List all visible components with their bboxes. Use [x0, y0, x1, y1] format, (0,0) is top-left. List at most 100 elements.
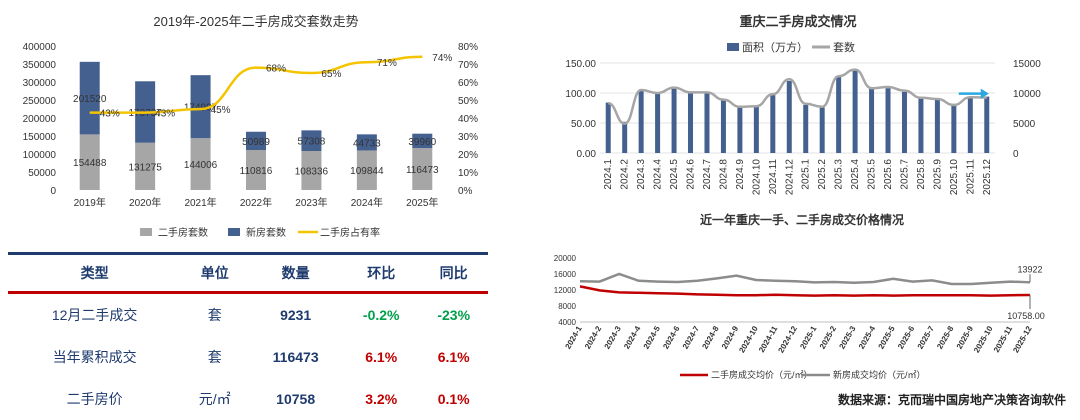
legend-label: 二手房套数: [158, 226, 208, 239]
data-label-resale: 154488: [73, 158, 107, 169]
row-qty: 9231: [280, 307, 312, 323]
y-tick-label: 0.00: [577, 149, 597, 160]
bar-area: [720, 100, 726, 153]
y-tick-label: 50000: [28, 168, 56, 179]
legend-label: 新房套数: [246, 226, 286, 239]
header-mom: 环比: [367, 265, 396, 281]
data-source-note: 数据来源：克而瑞中国房地产决策咨询软件: [837, 393, 1066, 407]
data-label-resale: 108336: [295, 166, 329, 177]
x-tick-label: 2024-6: [661, 324, 682, 351]
row-yoy: -23%: [437, 307, 471, 323]
bar-new: [79, 61, 100, 135]
series-line-share: [89, 55, 423, 114]
x-tick-label: 2024.10: [751, 159, 762, 196]
y-tick-label: 100.00: [565, 89, 596, 100]
legend-swatch: [140, 228, 152, 236]
x-tick-label: 2025.9: [932, 159, 943, 190]
y-tick-label: 300000: [23, 78, 57, 89]
bar-resale: [412, 148, 433, 190]
row-unit: 套: [207, 349, 222, 365]
x-tick-label: 2025-7: [916, 324, 937, 351]
bar-new: [301, 130, 322, 151]
y2-tick-label: 70%: [458, 60, 478, 71]
x-tick-label: 2025-9: [955, 324, 976, 351]
bar-area: [786, 81, 792, 153]
bar-area: [819, 107, 825, 153]
bar-area: [605, 102, 611, 153]
x-tick-label: 2025.7: [899, 159, 910, 190]
data-label-share: 74%: [432, 53, 452, 64]
legend-label: 新房成交均价（元/㎡）: [833, 369, 926, 380]
legend-label: 二手房成交均价（元/㎡）: [711, 369, 813, 380]
bar-area: [803, 105, 809, 153]
legend-swatch: [228, 228, 240, 236]
bar-new: [412, 133, 433, 149]
header-unit: 单位: [200, 265, 229, 281]
x-tick-label: 2024-8: [700, 324, 721, 351]
x-tick-label: 2024-3: [603, 324, 624, 351]
x-tick-label: 2025-3: [837, 324, 858, 351]
bar-new: [190, 75, 211, 139]
x-tick-label: 2024-12: [776, 324, 799, 354]
y-tick-label: 400000: [23, 42, 57, 53]
table-row: 12月二手成交 套 9231 -0.2% -23%: [8, 293, 488, 337]
series-line-resale-price: [579, 285, 1031, 297]
x-tick-label: 2025-8: [935, 324, 956, 351]
data-label-new: 39960: [408, 137, 436, 148]
row-type: 12月二手成交: [51, 307, 138, 323]
x-tick-label: 2025-4: [857, 324, 878, 351]
bar-resale: [135, 142, 156, 190]
y-tick-label: 8000: [558, 302, 576, 311]
bar-area: [704, 91, 710, 153]
x-tick-label: 2019年: [74, 196, 106, 209]
row-mom: 3.2%: [365, 391, 398, 407]
bar-area: [836, 76, 842, 153]
row-qty: 10758: [276, 391, 316, 407]
y2-tick-label: 60%: [458, 78, 478, 89]
legend-swatch: [727, 43, 739, 51]
data-label-new: 201520: [73, 94, 107, 105]
x-tick-label: 2024-2: [583, 324, 604, 351]
bar-area: [770, 94, 776, 153]
x-tick-label: 2024.2: [620, 159, 631, 190]
x-tick-label: 2024年: [351, 196, 383, 209]
legend-label: 面积（万方）: [742, 40, 808, 54]
data-label-new: 44733: [353, 138, 381, 149]
bar-area: [869, 88, 875, 153]
y-tick-label: 0: [50, 186, 56, 197]
series-line-new-price: [579, 272, 1031, 286]
x-tick-label: 2020年: [129, 196, 161, 209]
x-tick-label: 2025.1: [801, 159, 812, 190]
x-tick-label: 2024.6: [686, 159, 697, 190]
bar-area: [852, 70, 858, 153]
data-label-resale: 131275: [128, 162, 162, 173]
y-tick-label: 200000: [23, 114, 57, 125]
y2-tick-label: 5000: [1013, 119, 1036, 130]
bar-area: [622, 121, 628, 153]
x-tick-label: 2025.3: [834, 159, 845, 190]
y2-tick-label: 15000: [1013, 59, 1041, 70]
y2-tick-label: 80%: [458, 42, 478, 53]
data-label-share: 68%: [266, 64, 286, 75]
x-tick-label: 2025-1: [798, 324, 819, 351]
x-tick-label: 2024-4: [622, 324, 643, 351]
x-tick-label: 2024.8: [718, 159, 729, 190]
y2-tick-label: 40%: [458, 114, 478, 125]
data-label-resale: 109844: [350, 166, 384, 177]
y-tick-label: 350000: [23, 60, 57, 71]
bar-resale: [356, 150, 377, 190]
end-label-new: 13922: [1017, 264, 1042, 274]
chart-title: 近一年重庆一手、二手房成交价格情况: [700, 212, 904, 227]
x-tick-label: 2025-12: [1011, 324, 1034, 354]
row-mom: 6.1%: [365, 349, 398, 365]
y2-tick-label: 0: [1013, 149, 1019, 160]
x-tick-label: 2025.12: [982, 159, 993, 196]
table-row: 当年累积成交 套 116473 6.1% 6.1%: [8, 336, 488, 378]
bar-area: [688, 91, 694, 153]
row-yoy: 0.1%: [437, 391, 470, 407]
data-label-share: 43%: [100, 109, 120, 120]
y2-tick-label: 0%: [458, 186, 473, 197]
bar-resale: [246, 150, 266, 190]
x-tick-label: 2025-2: [818, 324, 839, 351]
